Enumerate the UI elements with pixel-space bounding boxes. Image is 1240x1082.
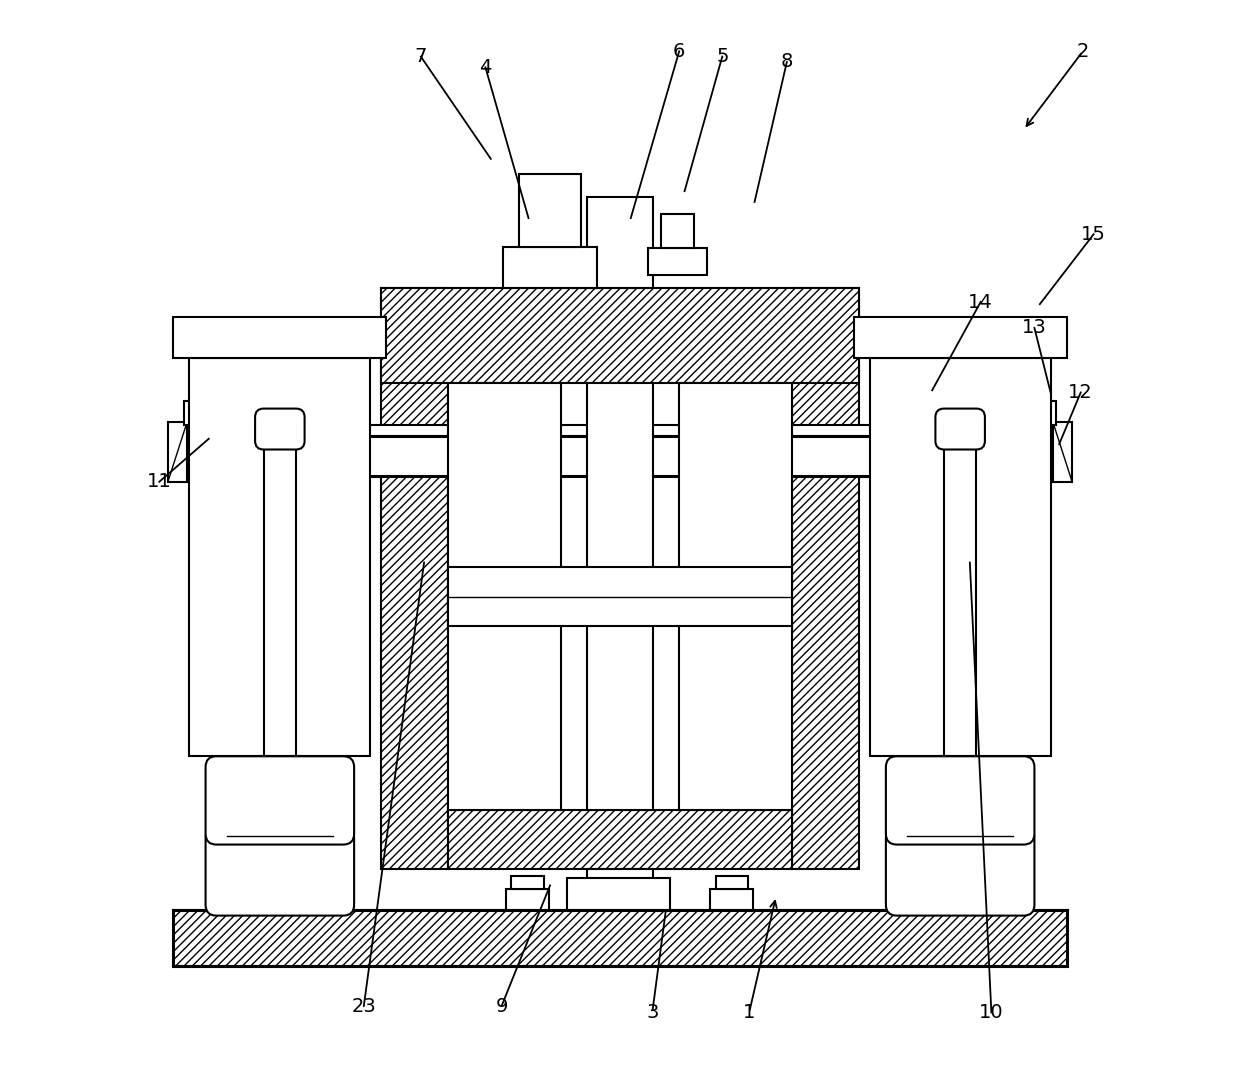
Bar [511,875,543,888]
Bar [448,383,560,810]
Bar [190,425,1050,436]
Bar [715,875,748,888]
Text: 4: 4 [479,57,491,77]
FancyBboxPatch shape [885,756,1034,845]
Text: 5: 5 [715,48,729,66]
FancyBboxPatch shape [206,756,355,845]
Bar [381,288,448,869]
Bar [502,247,598,288]
FancyBboxPatch shape [206,828,355,915]
Bar [448,567,792,626]
Bar [190,358,371,756]
Bar [567,878,670,910]
Text: 2: 2 [1076,42,1089,61]
Bar [518,174,582,247]
Text: 7: 7 [414,48,427,66]
Bar [264,425,296,756]
Bar [174,910,1066,966]
Text: 13: 13 [1022,318,1047,338]
Bar [853,317,1066,358]
Text: 12: 12 [1069,383,1094,401]
Bar [587,197,653,288]
Text: 8: 8 [781,53,794,71]
Bar [649,248,707,275]
Bar [792,288,859,869]
Bar [869,358,1050,756]
Bar [1053,422,1073,481]
Text: 9: 9 [496,997,507,1016]
FancyBboxPatch shape [935,409,985,449]
Text: 15: 15 [1081,225,1106,243]
Bar [1032,401,1056,425]
Text: 1: 1 [743,1003,755,1022]
Text: 11: 11 [146,473,171,491]
Text: 3: 3 [646,1003,658,1022]
Bar [190,436,1050,476]
Text: 10: 10 [980,1003,1003,1022]
Bar [661,214,693,248]
Bar [587,383,653,810]
Text: 6: 6 [673,42,686,61]
Bar [587,869,653,910]
FancyBboxPatch shape [885,828,1034,915]
Text: 14: 14 [968,292,993,312]
Bar [711,888,754,910]
Bar [174,317,387,358]
Text: 23: 23 [351,997,376,1016]
Bar [506,888,549,910]
Bar [184,401,208,425]
Bar [680,383,792,810]
Bar [167,422,187,481]
Bar [944,425,976,756]
Bar [381,288,859,383]
Bar [448,810,792,869]
FancyBboxPatch shape [255,409,305,449]
